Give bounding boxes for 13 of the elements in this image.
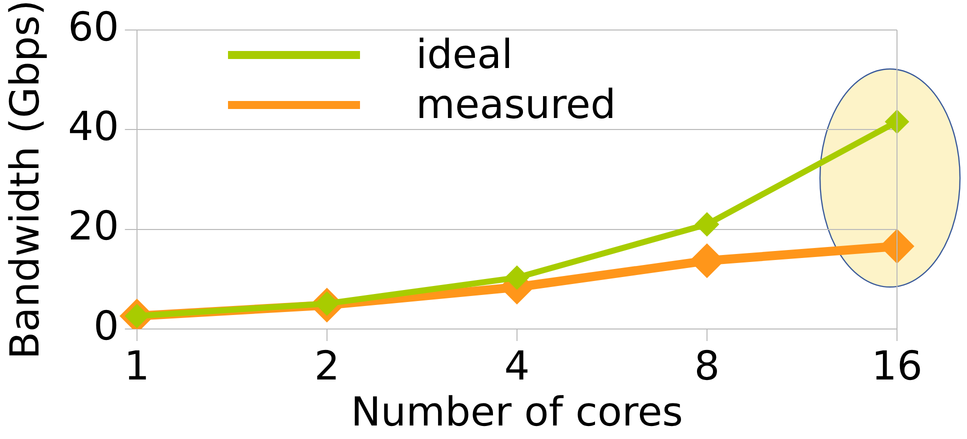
- x-tick-label: 2: [314, 343, 340, 390]
- x-axis-title: Number of cores: [350, 389, 684, 436]
- legend-label: ideal: [416, 32, 513, 78]
- x-tick-label: 1: [124, 343, 150, 390]
- legend-label: measured: [416, 82, 616, 128]
- y-tick-label: 40: [68, 104, 119, 150]
- x-tick-label: 16: [872, 343, 922, 390]
- y-tick-label: 60: [68, 4, 119, 50]
- y-tick-label: 20: [68, 204, 119, 250]
- y-tick-label: 0: [93, 303, 119, 350]
- x-tick-label: 4: [504, 343, 530, 390]
- x-tick-label: 8: [694, 343, 720, 390]
- y-axis-title: Bandwidth (Gbps): [2, 0, 48, 360]
